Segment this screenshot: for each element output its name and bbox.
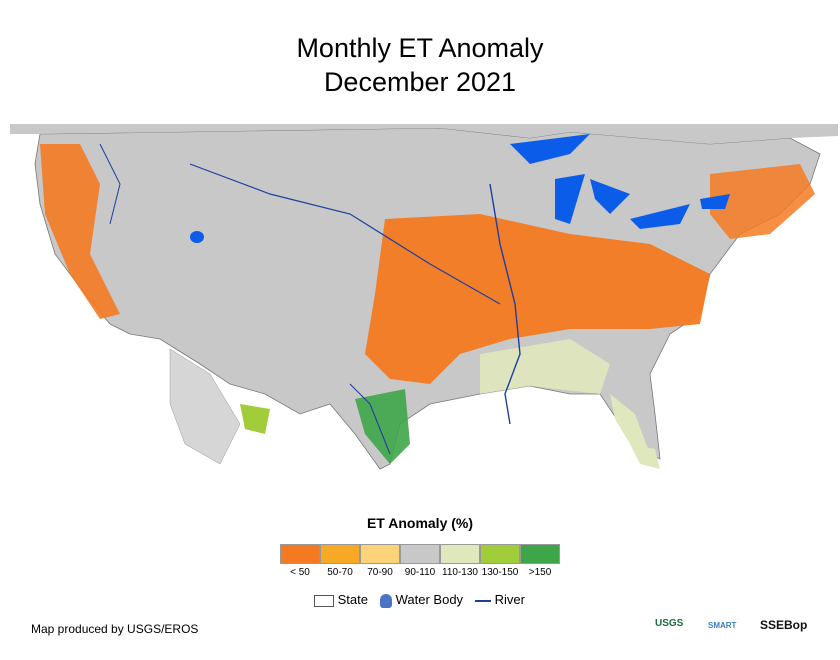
great-lakes	[510, 134, 730, 229]
legend-swatch-label: 50-70	[327, 567, 353, 578]
river-key-label: River	[494, 592, 525, 607]
anomaly-region-central	[365, 214, 710, 384]
anomaly-region-west	[40, 144, 120, 319]
anomaly-region-texas-green	[355, 389, 410, 464]
conus-et-anomaly-map	[10, 124, 838, 478]
map-title-line1: Monthly ET Anomaly	[296, 33, 544, 63]
river-line-icon	[475, 599, 491, 602]
missouri-river	[189, 163, 501, 305]
legend-water-key: Water Body	[380, 592, 463, 608]
legend-swatch-label: < 50	[290, 567, 310, 578]
usgs-logo: USGS	[655, 618, 684, 629]
smart-logo: SMART	[708, 621, 737, 630]
legend-swatch-label: >150	[528, 567, 552, 578]
legend-title: ET Anomaly (%)	[366, 515, 474, 531]
legend-river-key: River	[475, 592, 525, 607]
legend-swatch-label: 90-110	[404, 567, 436, 578]
mississippi-river	[489, 183, 521, 425]
map-title-line2: December 2021	[323, 67, 517, 97]
water-body-icon	[380, 593, 392, 608]
state-key-label: State	[337, 592, 368, 607]
legend-swatch	[280, 544, 320, 564]
legend-swatch	[360, 544, 400, 564]
water-key-label: Water Body	[395, 592, 464, 607]
legend-swatch	[440, 544, 480, 564]
ssebop-logo: SSEBop	[760, 618, 808, 632]
state-outline-icon	[314, 594, 334, 607]
legend-swatch	[400, 544, 440, 564]
legend-swatch-label: 130-150	[481, 567, 519, 578]
legend-swatch-label: 70-90	[367, 567, 393, 578]
map-credit: Map produced by USGS/EROS	[31, 622, 199, 636]
legend-swatch-label: 110-130	[442, 567, 478, 578]
legend-swatch	[480, 544, 520, 564]
legend-swatch	[320, 544, 360, 564]
legend-swatch	[520, 544, 560, 564]
legend-state-key: State	[314, 592, 368, 607]
